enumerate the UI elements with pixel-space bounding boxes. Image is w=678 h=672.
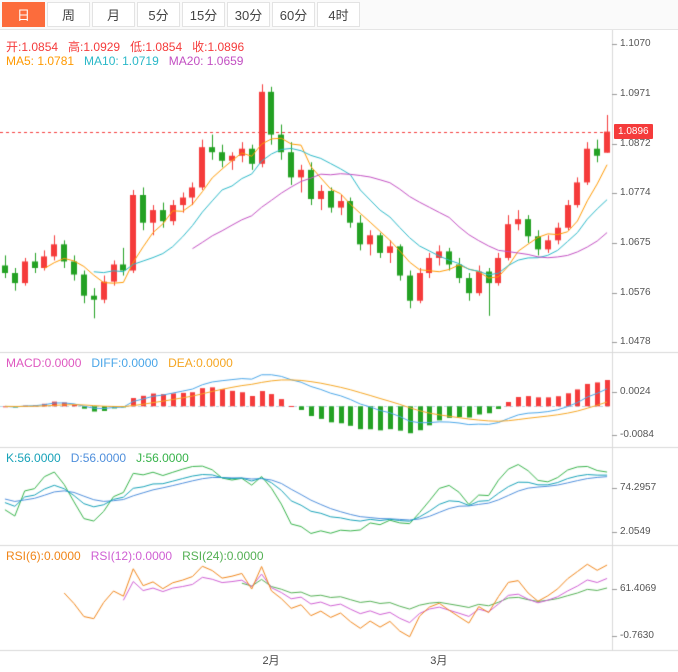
chart-canvas[interactable] <box>0 30 678 672</box>
tab-30min[interactable]: 30分 <box>227 2 270 27</box>
tab-15min[interactable]: 15分 <box>182 2 225 27</box>
chart-area: 开:1.0854 高:1.0929 低:1.0854 收:1.0896 MA5:… <box>0 30 678 672</box>
tab-5min[interactable]: 5分 <box>137 2 180 27</box>
period-tabbar: 日 周 月 5分 15分 30分 60分 4时 <box>0 0 678 30</box>
tab-week[interactable]: 周 <box>47 2 90 27</box>
tab-4hour[interactable]: 4时 <box>317 2 360 27</box>
tab-60min[interactable]: 60分 <box>272 2 315 27</box>
tab-day[interactable]: 日 <box>2 2 45 27</box>
tab-month[interactable]: 月 <box>92 2 135 27</box>
